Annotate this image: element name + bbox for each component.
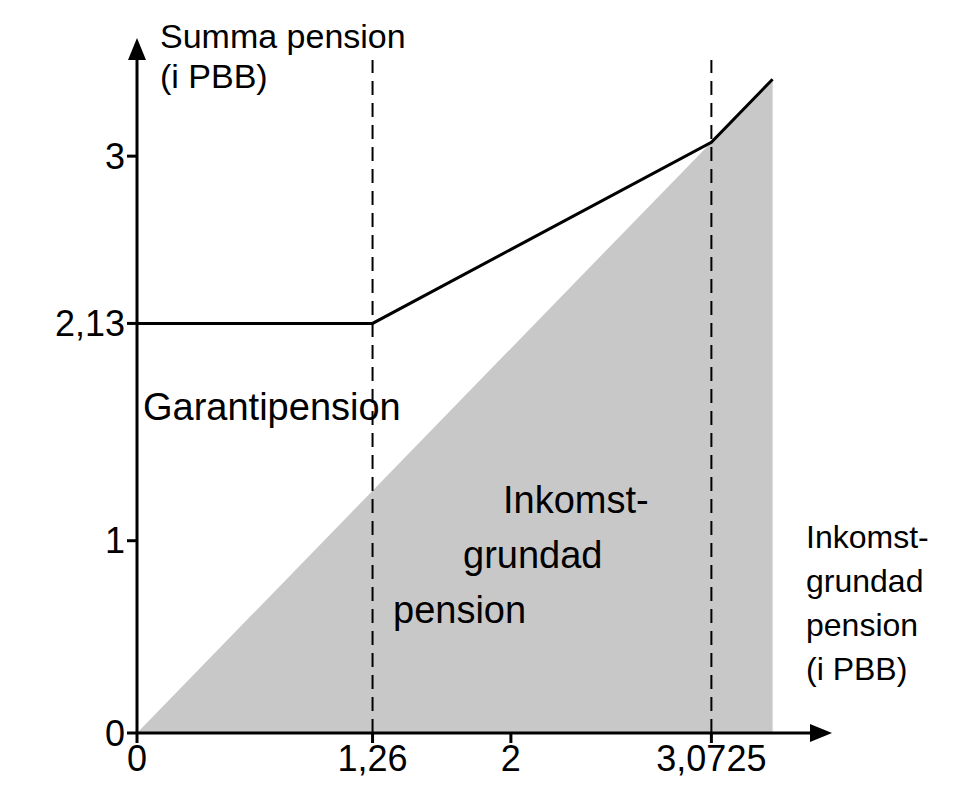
- svg-text:grundad: grundad: [806, 563, 923, 599]
- svg-text:0: 0: [127, 738, 147, 779]
- svg-text:Garantipension: Garantipension: [143, 386, 401, 428]
- svg-text:Summa pension: Summa pension: [160, 17, 406, 55]
- svg-text:1,26: 1,26: [338, 738, 408, 779]
- svg-text:Inkomst-: Inkomst-: [503, 479, 649, 521]
- svg-text:3,0725: 3,0725: [656, 738, 766, 779]
- svg-text:2,13: 2,13: [55, 303, 125, 344]
- svg-text:1: 1: [105, 520, 125, 561]
- svg-text:2: 2: [501, 738, 521, 779]
- svg-text:0: 0: [105, 713, 125, 754]
- svg-text:Inkomst-: Inkomst-: [806, 519, 929, 555]
- svg-text:(i PBB): (i PBB): [160, 57, 268, 95]
- svg-text:grundad: grundad: [463, 534, 602, 576]
- svg-text:(i PBB): (i PBB): [806, 651, 907, 687]
- svg-text:pension: pension: [806, 607, 918, 643]
- svg-text:pension: pension: [393, 589, 526, 631]
- svg-text:3: 3: [105, 136, 125, 177]
